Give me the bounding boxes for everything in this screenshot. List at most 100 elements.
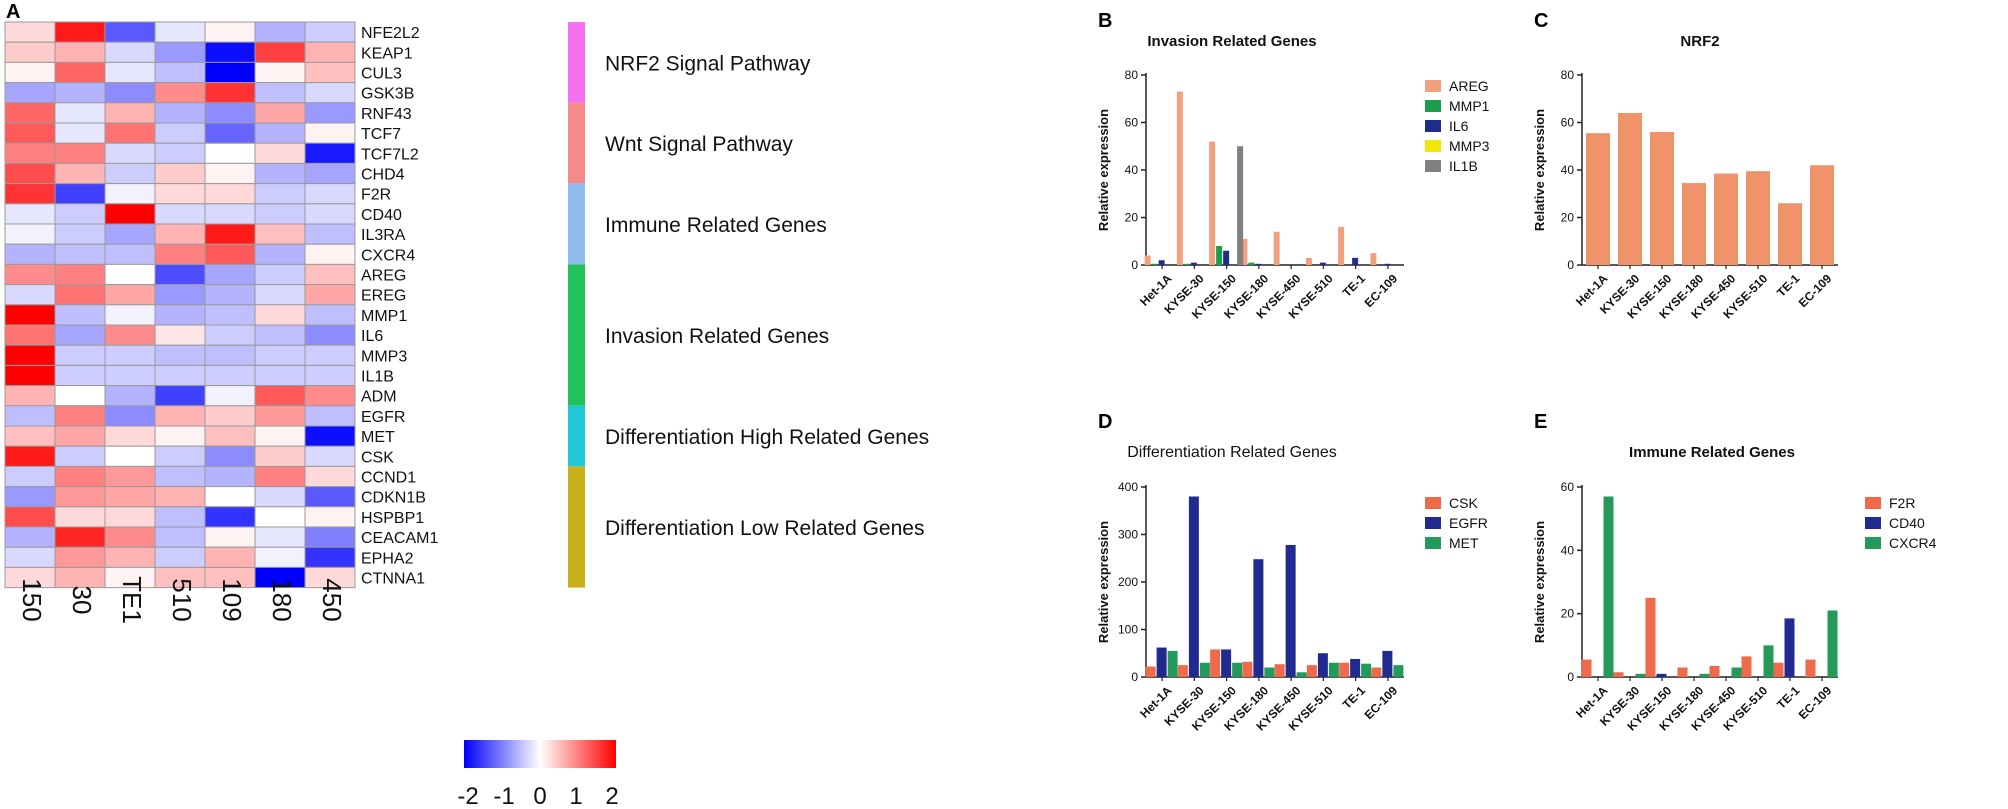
bar-d-met-het-1a bbox=[1167, 650, 1178, 677]
heatmap-cell-mmp1-150 bbox=[4, 304, 56, 326]
heatmap-cell-cul3-150 bbox=[4, 61, 56, 84]
legend-swatch-f2r bbox=[1865, 497, 1881, 509]
group-bar-4 bbox=[568, 264, 585, 406]
heatmap-cell-gsk3b-180 bbox=[254, 82, 306, 104]
bar-e-cd40-kyse-150 bbox=[1656, 673, 1667, 677]
bar-d-met-kyse-510 bbox=[1328, 662, 1339, 677]
row-label-nfe2l2: NFE2L2 bbox=[361, 25, 420, 42]
heatmap-cell-areg-450 bbox=[304, 263, 356, 286]
heatmap-cell-egfr-te1 bbox=[104, 405, 156, 427]
heatmap-cell-tcf7l2-510 bbox=[154, 142, 206, 164]
heatmap-cell-mmp1-30 bbox=[54, 304, 106, 326]
heatmap-cell-cd40-510 bbox=[154, 203, 206, 225]
bar-d-egfr-kyse-510 bbox=[1317, 653, 1328, 677]
heatmap-cell-mmp3-510 bbox=[154, 344, 206, 366]
row-label-il3ra: IL3RA bbox=[361, 227, 406, 244]
heatmap-cell-il3ra-30 bbox=[54, 223, 106, 245]
legend-swatch-cxcr4 bbox=[1865, 537, 1881, 549]
heatmap-cell-epha2-510 bbox=[154, 546, 206, 568]
bar-b-il6-ec-109 bbox=[1384, 263, 1391, 265]
heatmap-cell-ccnd1-109 bbox=[204, 465, 256, 488]
heatmap-cell-f2r-180 bbox=[254, 183, 306, 205]
heatmap-cell-nfe2l2-150 bbox=[4, 21, 56, 43]
heatmap-cell-il1b-te1 bbox=[104, 364, 156, 387]
bar-d-csk-kyse-510 bbox=[1306, 665, 1317, 677]
column-label-30: 30 bbox=[67, 586, 97, 615]
heatmap-cell-mmp3-150 bbox=[4, 344, 56, 366]
heatmap-cell-il3ra-180 bbox=[254, 223, 306, 245]
row-label-cxcr4: CXCR4 bbox=[361, 247, 415, 264]
heatmap-cell-mmp1-te1 bbox=[104, 304, 156, 326]
group-label-1: NRF2 Signal Pathway bbox=[605, 52, 811, 75]
heatmap-cell-cd40-30 bbox=[54, 203, 106, 225]
heatmap-cell-cd40-180 bbox=[254, 203, 306, 225]
y-tick-label-60: 60 bbox=[1125, 116, 1139, 130]
bar-b-il6-kyse-150 bbox=[1223, 250, 1230, 265]
heatmap-cell-adm-109 bbox=[204, 385, 256, 407]
heatmap-cell-f2r-450 bbox=[304, 183, 356, 205]
bar-d-csk-kyse-30 bbox=[1177, 665, 1188, 677]
bar-d-egfr-kyse-450 bbox=[1285, 544, 1296, 677]
heatmap-cell-cul3-30 bbox=[54, 61, 106, 84]
group-label-4: Invasion Related Genes bbox=[605, 325, 829, 348]
heatmap-cell-met-150 bbox=[4, 425, 56, 447]
group-bar-2 bbox=[568, 102, 585, 184]
row-label-ctnna1: CTNNA1 bbox=[361, 571, 425, 588]
heatmap-cell-ccnd1-150 bbox=[4, 465, 56, 488]
row-label-cd40: CD40 bbox=[361, 207, 402, 224]
heatmap-cell-cxcr4-150 bbox=[4, 243, 56, 265]
bar-b-il6-het-1a bbox=[1158, 260, 1165, 265]
heatmap-cell-cdkn1b-180 bbox=[254, 486, 306, 508]
heatmap-cell-hspbp1-109 bbox=[204, 506, 256, 528]
heatmap-cell-chd4-450 bbox=[304, 162, 356, 185]
bar-d-csk-kyse-180 bbox=[1242, 661, 1253, 677]
heatmap-cell-ccnd1-30 bbox=[54, 465, 106, 488]
legend-swatch-mmp3 bbox=[1425, 140, 1441, 152]
legend-label-csk: CSK bbox=[1449, 495, 1478, 511]
heatmap-cell-cdkn1b-109 bbox=[204, 486, 256, 508]
x-tick-label-te-1: TE-1 bbox=[1774, 271, 1803, 300]
bar-c-nrf2-kyse-450 bbox=[1714, 173, 1738, 265]
panel-letter-d: D bbox=[1098, 411, 1112, 433]
bar-b-mmp1-kyse-180 bbox=[1248, 262, 1255, 265]
y-axis-label-c: Relative expression bbox=[1532, 109, 1547, 231]
heatmap-cell-areg-510 bbox=[154, 263, 206, 286]
heatmap-cell-areg-180 bbox=[254, 263, 306, 286]
x-tick-label-ec-109: EC-109 bbox=[1362, 683, 1401, 722]
column-label-450: 450 bbox=[317, 578, 347, 621]
bar-b-areg-kyse-180 bbox=[1241, 238, 1248, 265]
heatmap-cell-cul3-te1 bbox=[104, 61, 156, 84]
heatmap-cell-tcf7-te1 bbox=[104, 122, 156, 144]
y-axis-label-e: Relative expression bbox=[1532, 521, 1547, 643]
heatmap-cell-hspbp1-30 bbox=[54, 506, 106, 528]
heatmap-cell-met-109 bbox=[204, 425, 256, 447]
heatmap-cell-f2r-150 bbox=[4, 183, 56, 205]
bar-e-f2r-kyse-450 bbox=[1709, 665, 1720, 677]
bar-d-met-te-1 bbox=[1361, 663, 1372, 677]
heatmap-cell-gsk3b-450 bbox=[304, 82, 356, 104]
y-tick-label-20: 20 bbox=[1125, 211, 1139, 225]
heatmap-cell-epha2-109 bbox=[204, 546, 256, 568]
heatmap-cell-il3ra-510 bbox=[154, 223, 206, 245]
panel-b-invasion-chart: B Invasion Related Genes Relative express… bbox=[1096, 10, 1490, 321]
heatmap-cell-chd4-te1 bbox=[104, 162, 156, 185]
column-label-180: 180 bbox=[267, 578, 297, 621]
bar-b-areg-het-1a bbox=[1144, 255, 1151, 265]
bar-b-areg-ec-109 bbox=[1370, 253, 1377, 265]
bar-d-egfr-het-1a bbox=[1156, 647, 1167, 677]
legend-swatch-cd40 bbox=[1865, 517, 1881, 529]
bar-b-il6-te-1 bbox=[1352, 257, 1359, 265]
bar-e-cxcr4-ec-109 bbox=[1827, 610, 1838, 677]
group-bar-3 bbox=[568, 183, 585, 265]
row-label-chd4: CHD4 bbox=[361, 167, 405, 184]
bar-e-f2r-het-1a bbox=[1581, 659, 1592, 677]
heatmap-cell-adm-30 bbox=[54, 385, 106, 407]
heatmap-cell-tcf7-109 bbox=[204, 122, 256, 144]
heatmap-cell-keap1-30 bbox=[54, 41, 106, 63]
bar-d-met-kyse-30 bbox=[1199, 662, 1210, 677]
bar-b-mmp1-kyse-150 bbox=[1216, 246, 1223, 265]
heatmap-group-annotations: NRF2 Signal Pathway Wnt Signal Pathway Imm… bbox=[568, 22, 929, 588]
row-label-areg: AREG bbox=[361, 268, 406, 285]
panel-letter-e: E bbox=[1534, 411, 1547, 433]
heatmap-cell-mmp1-510 bbox=[154, 304, 206, 326]
